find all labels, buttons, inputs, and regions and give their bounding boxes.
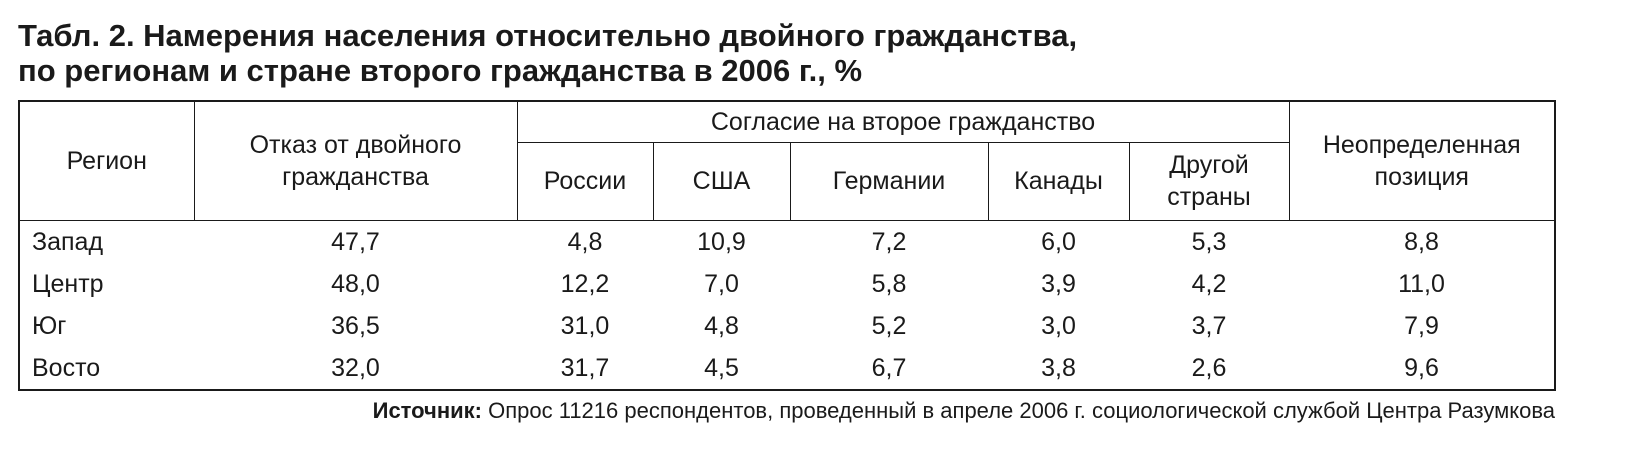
header: США bbox=[652, 141, 791, 221]
region-cell: Юг bbox=[32, 311, 67, 340]
value-cell: 8,8 bbox=[1404, 227, 1439, 256]
header: России bbox=[516, 141, 654, 221]
row: Центр 48,0 12,2 7,0 5,8 3,9 4,2 11,0 bbox=[19, 263, 1555, 305]
value-cell: 4,8 bbox=[704, 311, 739, 340]
value-cell: 4,5 bbox=[704, 353, 739, 382]
value-cell: 6,7 bbox=[871, 353, 907, 382]
header: Канады bbox=[987, 141, 1130, 221]
value-cell: 10,9 bbox=[697, 227, 746, 256]
header: Регион bbox=[18, 100, 195, 221]
table: Регион Отказ от двойного гражданства Сог… bbox=[18, 100, 1556, 391]
source: Источник: Опрос 11216 респондентов, пров… bbox=[373, 398, 1555, 424]
region-cell: Центр bbox=[32, 269, 104, 298]
row: Запад 47,7 4,8 10,9 7,2 6,0 5,3 8,8 bbox=[19, 220, 1555, 263]
value-cell: 7,0 bbox=[704, 269, 739, 298]
value-cell: 47,7 bbox=[331, 227, 380, 256]
title: Табл. 2. Намерения населения относительн… bbox=[18, 18, 1077, 88]
header: Другой страны bbox=[1128, 141, 1290, 221]
value-cell: 3,9 bbox=[1041, 269, 1076, 298]
region-cell: Восто bbox=[32, 353, 101, 382]
title-line: по регионам и стране второго гражданства… bbox=[18, 53, 863, 88]
value-cell: 48,0 bbox=[331, 269, 380, 298]
region-cell: Запад bbox=[32, 227, 104, 256]
header: Неопределенная позиция bbox=[1288, 100, 1556, 221]
value-cell: 5,2 bbox=[871, 311, 907, 340]
value-cell: 5,8 bbox=[871, 269, 907, 298]
header: Согласие на второе гражданство bbox=[516, 100, 1290, 143]
value-cell: 31,7 bbox=[560, 353, 610, 382]
value-cell: 3,0 bbox=[1041, 311, 1076, 340]
value-cell: 7,9 bbox=[1404, 311, 1439, 340]
row: Юг 36,5 31,0 4,8 5,2 3,0 3,7 7,9 bbox=[19, 305, 1555, 347]
value-cell: 3,7 bbox=[1191, 311, 1227, 340]
value-cell: 5,3 bbox=[1191, 227, 1227, 256]
value-cell: 11,0 bbox=[1398, 269, 1445, 298]
title-line: Табл. 2. Намерения населения относительн… bbox=[18, 18, 1078, 53]
value-cell: 6,0 bbox=[1041, 227, 1076, 256]
source-label: Источник: bbox=[372, 398, 482, 423]
value-cell: 12,2 bbox=[560, 269, 610, 298]
value-cell: 4,8 bbox=[567, 227, 603, 256]
header: Германии bbox=[789, 141, 989, 221]
value-cell: 3,8 bbox=[1041, 353, 1076, 382]
source-text: Опрос 11216 респондентов, проведенный в … bbox=[488, 398, 1555, 423]
value-cell: 7,2 bbox=[871, 227, 907, 256]
value-cell: 2,6 bbox=[1191, 353, 1227, 382]
header: Отказ от двойного гражданства bbox=[193, 100, 518, 221]
value-cell: 32,0 bbox=[331, 353, 380, 382]
value-cell: 9,6 bbox=[1404, 353, 1439, 382]
value-cell: 4,2 bbox=[1191, 269, 1227, 298]
value-cell: 36,5 bbox=[331, 311, 380, 340]
row: Восто 32,0 31,7 4,5 6,7 3,8 2,6 9,6 bbox=[19, 347, 1555, 390]
value-cell: 31,0 bbox=[560, 311, 610, 340]
